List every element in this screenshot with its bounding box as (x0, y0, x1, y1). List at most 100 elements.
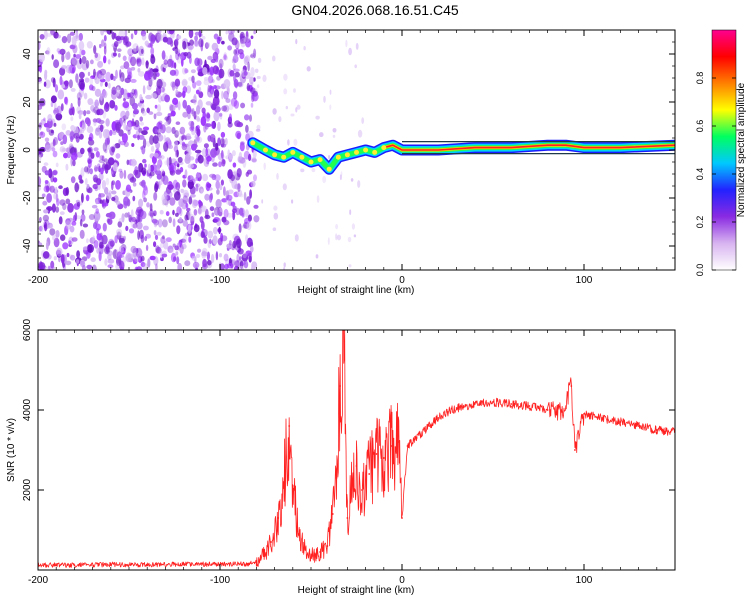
noise-blob (175, 89, 179, 95)
faint-blob (261, 199, 264, 204)
colorbar-tick-label: 0.4 (695, 168, 705, 181)
spectrogram-heatmap (38, 30, 675, 270)
noise-blob (131, 143, 135, 147)
noise-blob (57, 89, 65, 100)
noise-blob (84, 178, 88, 186)
noise-blob (240, 102, 246, 109)
faint-blob (255, 128, 261, 132)
noise-blob (45, 33, 52, 37)
faint-blob (332, 134, 336, 138)
noise-blob (123, 61, 130, 69)
noise-blob (97, 60, 104, 68)
noise-blob (141, 130, 148, 136)
snr-point (259, 559, 261, 561)
noise-blob (243, 56, 249, 66)
noise-blob (38, 65, 41, 72)
noise-blob (38, 186, 41, 192)
noise-blob (250, 67, 255, 77)
noise-blob (219, 253, 222, 258)
noise-blob (213, 89, 220, 99)
noise-blob (161, 50, 166, 60)
noise-blob (86, 125, 94, 134)
spectrogram-x-label: Height of straight line (km) (298, 285, 415, 296)
noise-blob (50, 260, 55, 269)
snr-noise-trace (38, 330, 675, 568)
noise-blob (247, 61, 250, 72)
noise-blob (113, 76, 116, 81)
noise-blob (44, 221, 48, 232)
noise-blob (136, 221, 143, 230)
snr-point (570, 385, 573, 387)
noise-blob (66, 33, 72, 44)
faint-blob (327, 237, 330, 246)
faint-blob (336, 234, 342, 241)
noise-blob (68, 254, 73, 259)
noise-blob (46, 126, 50, 133)
noise-blob (140, 210, 147, 220)
noise-blob (163, 134, 167, 143)
noise-blob (61, 148, 67, 152)
noise-blob (171, 81, 176, 91)
spectrogram-y-tick-label: 0 (22, 147, 33, 153)
noise-blob (89, 133, 94, 142)
faint-blob (329, 89, 332, 95)
noise-blob (74, 182, 79, 193)
noise-blob (38, 52, 45, 63)
noise-blob (104, 187, 109, 195)
noise-blob (122, 256, 127, 264)
noise-blob (134, 266, 139, 270)
noise-blob (91, 108, 96, 113)
noise-blob (169, 104, 176, 112)
noise-blob (70, 254, 76, 261)
noise-blob (188, 236, 192, 243)
noise-blob (132, 258, 138, 265)
faint-blob (349, 209, 352, 216)
noise-blob (53, 109, 58, 114)
noise-blob (44, 71, 48, 81)
noise-blob (141, 57, 145, 66)
snr-point (546, 409, 549, 411)
noise-blob (144, 163, 147, 168)
noise-blob (198, 199, 202, 205)
noise-blob (84, 77, 90, 83)
noise-blob (153, 152, 159, 158)
noise-blob (239, 31, 245, 41)
noise-blob (103, 30, 108, 33)
noise-blob (227, 30, 231, 35)
faint-blob (282, 183, 287, 191)
noise-blob (96, 247, 100, 254)
noise-blob (196, 128, 201, 137)
noise-blob (53, 237, 60, 248)
noise-blob (101, 39, 105, 47)
ridge-blob (290, 149, 296, 155)
noise-blob (169, 33, 175, 39)
noise-blob (62, 202, 67, 211)
noise-blob (175, 38, 179, 48)
ridge-blob (372, 149, 378, 155)
noise-blob (203, 79, 210, 86)
noise-blob (149, 171, 155, 177)
noise-blob (221, 90, 224, 100)
faint-blob (272, 55, 276, 62)
noise-blob (113, 32, 117, 39)
noise-blob (141, 179, 146, 188)
snr-point (382, 457, 385, 459)
noise-blob (38, 147, 43, 155)
noise-blob (166, 157, 170, 167)
noise-blob (38, 105, 43, 110)
noise-blob (112, 162, 118, 172)
noise-blob (86, 41, 93, 49)
faint-blob (283, 73, 288, 81)
noise-blob (99, 155, 104, 160)
noise-blob (87, 244, 94, 253)
noise-blob (118, 168, 123, 173)
noise-blob (209, 85, 215, 95)
noise-blob (149, 255, 156, 261)
noise-blob (144, 71, 151, 81)
noise-blob (51, 203, 56, 213)
snr-x-tick-label: 0 (399, 575, 405, 586)
noise-blob (154, 234, 159, 240)
noise-blob (62, 242, 69, 250)
noise-blob (212, 96, 220, 107)
